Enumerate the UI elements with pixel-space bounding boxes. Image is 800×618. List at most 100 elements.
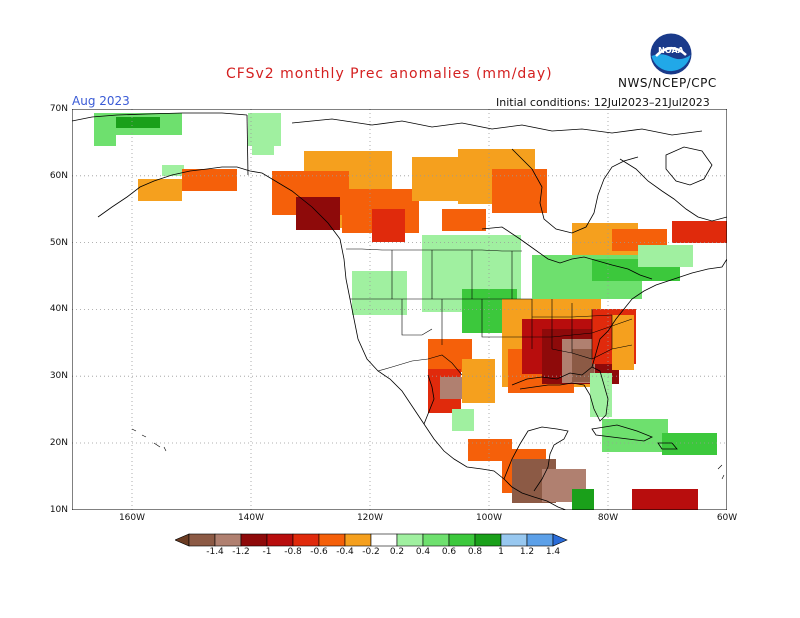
anomaly-cell <box>605 234 616 245</box>
anomaly-cell <box>455 235 466 246</box>
anomaly-cell <box>307 219 318 230</box>
anomaly-cell <box>525 180 536 191</box>
logo-text: NOAA <box>658 46 684 55</box>
anomaly-cell <box>523 492 534 503</box>
anomaly-cell <box>316 182 327 193</box>
anomaly-cell <box>499 246 510 257</box>
longitude-label: 100W <box>475 513 503 523</box>
anomaly-cell <box>428 380 439 391</box>
anomaly-cell <box>294 182 305 193</box>
anomaly-cell <box>579 299 590 310</box>
anomaly-cell <box>508 349 519 360</box>
anomaly-cell <box>603 270 614 281</box>
anomaly-cell <box>669 270 680 281</box>
anomaly-cell <box>412 168 423 179</box>
anomaly-cell <box>502 376 513 387</box>
anomaly-cell <box>116 124 127 135</box>
anomaly-cell <box>512 492 523 503</box>
anomaly-cell <box>665 489 676 500</box>
anomaly-cell <box>512 481 523 492</box>
anomaly-cell <box>127 124 138 135</box>
anomaly-cell <box>385 282 396 293</box>
anomaly-cell <box>583 360 594 371</box>
anomaly-cell <box>408 200 419 211</box>
anomaly-cell <box>568 310 579 321</box>
anomaly-cell <box>602 430 613 441</box>
anomaly-cell <box>643 500 654 510</box>
anomaly-cell <box>105 135 116 146</box>
anomaly-cell <box>676 500 687 510</box>
anomaly-cell <box>565 266 576 277</box>
anomaly-cell <box>525 202 536 213</box>
anomaly-cell <box>338 193 349 204</box>
anomaly-cell <box>671 256 682 267</box>
anomaly-cell <box>372 220 383 231</box>
anomaly-cell <box>672 232 683 243</box>
anomaly-cell <box>444 268 455 279</box>
anomaly-cell <box>502 160 513 171</box>
legend-swatch <box>292 533 320 547</box>
anomaly-cell <box>514 169 525 180</box>
anomaly-cell <box>524 310 535 321</box>
anomaly-cell <box>660 245 671 256</box>
anomaly-cell <box>484 300 495 311</box>
anomaly-cell <box>553 469 564 480</box>
anomaly-cell <box>605 245 616 256</box>
anomaly-cell <box>428 339 439 350</box>
anomaly-cell <box>422 279 433 290</box>
anomaly-cell <box>385 304 396 315</box>
legend-swatch <box>344 533 372 547</box>
anomaly-cell <box>105 113 116 124</box>
anomaly-cell <box>423 179 434 190</box>
anomaly-cell <box>477 257 488 268</box>
anomaly-cell <box>502 449 513 460</box>
anomaly-cell <box>534 481 545 492</box>
anomaly-cell <box>553 340 564 351</box>
anomaly-cell <box>716 221 727 232</box>
anomaly-cell <box>116 117 127 128</box>
legend-swatch <box>500 533 528 547</box>
anomaly-cell <box>665 500 676 510</box>
legend-swatch <box>240 533 268 547</box>
anomaly-cell <box>375 189 386 200</box>
anomaly-cell <box>252 144 263 155</box>
anomaly-cell <box>510 279 521 290</box>
anomaly-cell <box>383 231 394 242</box>
anomaly-cell <box>171 179 182 190</box>
anomaly-cell <box>248 113 259 124</box>
anomaly-cell <box>444 301 455 312</box>
anomaly-cell <box>594 223 605 234</box>
anomaly-cell <box>342 211 353 222</box>
anomaly-cell <box>495 311 506 322</box>
anomaly-cell <box>182 180 193 191</box>
anomaly-cell <box>428 402 439 413</box>
anomaly-cell <box>445 168 456 179</box>
anomaly-cell <box>594 245 605 256</box>
anomaly-cell <box>510 246 521 257</box>
anomaly-cell <box>533 330 544 341</box>
latitude-label: 60N <box>49 170 68 181</box>
anomaly-cell <box>453 220 464 231</box>
coastlines <box>72 112 727 510</box>
anomaly-cell <box>684 433 695 444</box>
anomaly-cell <box>532 266 543 277</box>
anomaly-cell <box>503 202 514 213</box>
anomaly-cell <box>546 310 557 321</box>
anomaly-cell <box>654 500 665 510</box>
legend-swatch <box>422 533 450 547</box>
anomaly-cell <box>452 409 463 420</box>
anomaly-cell <box>479 439 490 450</box>
anomaly-cell <box>592 309 603 320</box>
anomaly-cell <box>469 149 480 160</box>
anomaly-cell <box>466 235 477 246</box>
anomaly-cell <box>458 149 469 160</box>
anomaly-cell <box>480 182 491 193</box>
anomaly-cell <box>383 220 394 231</box>
anomaly-cell <box>434 157 445 168</box>
anomaly-cell <box>490 450 501 461</box>
anomaly-cell <box>160 124 171 135</box>
anomaly-cell <box>583 500 594 510</box>
anomaly-cell <box>149 124 160 135</box>
anomaly-cell <box>625 259 636 270</box>
anomaly-cell <box>506 289 517 300</box>
